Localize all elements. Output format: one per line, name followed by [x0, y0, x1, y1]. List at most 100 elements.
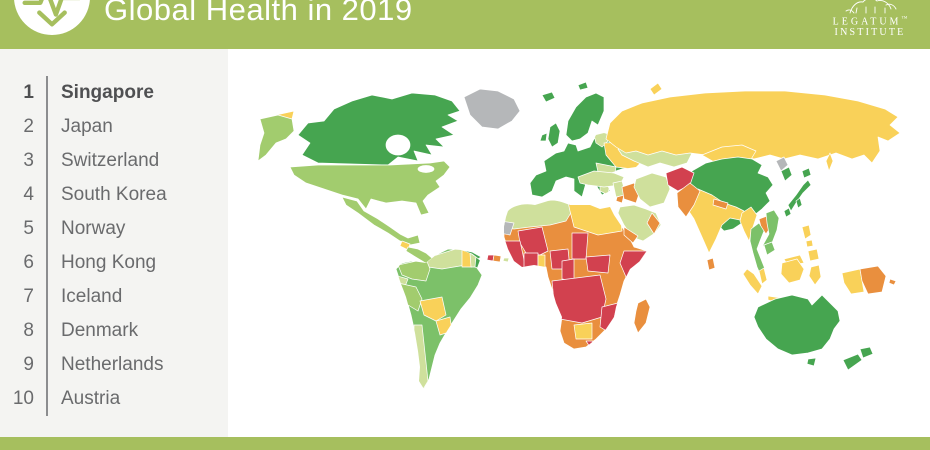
- health-pulse-shield-icon: [13, 0, 91, 36]
- ranking-row: 3 Switzerland: [0, 144, 228, 178]
- region-japan-kyushu: [783, 207, 792, 218]
- region-new-zealand-north: [859, 346, 874, 359]
- country-name: Austria: [46, 382, 228, 416]
- region-thailand: [749, 222, 766, 277]
- region-new-zealand-south: [842, 353, 863, 371]
- region-canada: [297, 92, 461, 166]
- region-cambodia: [763, 241, 776, 256]
- region-chad: [571, 232, 589, 260]
- region-sumatra: [742, 268, 763, 295]
- region-cote-divoire: [523, 252, 539, 272]
- rank-number: 5: [23, 218, 34, 239]
- region-luzon: [801, 224, 812, 240]
- country-name: Norway: [46, 212, 228, 246]
- rank-number: 6: [23, 252, 34, 273]
- ranking-row: 1 Singapore: [0, 76, 228, 110]
- region-papua-new-guinea: [859, 265, 887, 295]
- region-iceland: [541, 91, 556, 103]
- region-bolivia: [419, 296, 447, 322]
- region-russia: [605, 90, 901, 164]
- rank-number: 2: [23, 116, 34, 137]
- region-south-korea: [780, 166, 793, 182]
- ranking-row: 9 Netherlands: [0, 348, 228, 382]
- lion-crest-icon: [845, 0, 897, 14]
- region-visayas: [805, 239, 814, 248]
- region-india: [681, 188, 745, 254]
- rank-number: 3: [23, 150, 34, 171]
- region-french-guiana: [474, 256, 482, 270]
- country-name: Singapore: [46, 76, 228, 110]
- hudson-bay: [385, 134, 411, 156]
- region-madagascar: [633, 298, 651, 334]
- region-philippines: [801, 224, 820, 262]
- region-alaska: [257, 114, 295, 162]
- region-somalia: [619, 250, 647, 278]
- region-mozambique: [599, 302, 619, 334]
- region-australia: [753, 294, 841, 356]
- region-jordan: [615, 194, 625, 204]
- region-yemen: [623, 226, 639, 244]
- region-cameroon: [561, 258, 575, 282]
- world-choropleth-map: [257, 81, 901, 390]
- ranking-row: 2 Japan: [0, 110, 228, 144]
- ranking-row: 7 Iceland: [0, 280, 228, 314]
- region-nepal: [712, 198, 729, 210]
- region-kalimantan: [780, 258, 805, 284]
- country-name: Japan: [46, 110, 228, 144]
- region-iran: [633, 172, 671, 208]
- ranking-row: 5 Norway: [0, 212, 228, 246]
- footer-bar: [0, 437, 930, 450]
- rank-number: 10: [12, 388, 34, 409]
- region-sri-lanka: [706, 257, 716, 271]
- rank-number: 4: [23, 184, 34, 205]
- region-japan-honshu: [787, 179, 812, 212]
- region-japan: [783, 167, 812, 218]
- rank-number: 1: [23, 82, 34, 103]
- region-mindanao: [807, 248, 820, 262]
- rank-number: 9: [23, 354, 34, 375]
- region-novaya-zemlya: [649, 82, 663, 96]
- region-western-sahara: [504, 220, 515, 236]
- ranking-row: 8 Denmark: [0, 314, 228, 348]
- region-ghana: [537, 254, 546, 272]
- country-name: Iceland: [46, 280, 228, 314]
- legatum-logo: LEGATUM™ INSTITUTE: [824, 0, 916, 39]
- institute-wordmark: INSTITUTE: [834, 27, 906, 39]
- header: Global Health in 2019 LEGATUM™ INSTITUTE: [0, 0, 930, 49]
- ranking-row: 10 Austria: [0, 382, 228, 416]
- ranking-row: 4 South Korea: [0, 178, 228, 212]
- region-oman: [646, 212, 661, 235]
- page-title: Global Health in 2019: [104, 0, 413, 27]
- region-scandinavia: [565, 92, 605, 142]
- country-name: Netherlands: [46, 348, 228, 382]
- country-name: Denmark: [46, 314, 228, 348]
- region-greenland: [463, 88, 521, 130]
- region-japan-hokkaido: [801, 167, 812, 179]
- region-tasmania: [806, 357, 817, 367]
- region-ireland: [539, 132, 548, 142]
- region-sakhalin: [825, 152, 834, 172]
- region-sulawesi: [808, 264, 822, 286]
- region-usa: [289, 160, 451, 216]
- region-svalbard: [577, 81, 589, 91]
- legatum-wordmark: LEGATUM™: [832, 16, 908, 28]
- country-name: Hong Kong: [46, 246, 228, 280]
- region-new-britain: [888, 278, 897, 286]
- country-name: South Korea: [46, 178, 228, 212]
- region-west-papua: [841, 268, 865, 295]
- rank-number: 7: [23, 286, 34, 307]
- region-botswana: [573, 322, 593, 340]
- region-pakistan: [676, 182, 701, 218]
- region-mexico: [341, 196, 421, 246]
- ranking-list: 1 Singapore 2 Japan 3 Switzerland 4 South Ko…: [0, 76, 228, 416]
- region-north-korea: [775, 156, 789, 172]
- region-malaysia-peninsula: [758, 267, 768, 285]
- region-puerto-rico: [502, 257, 510, 263]
- region-congo-angola-zambia: [551, 274, 607, 324]
- region-dominican-republic: [492, 254, 502, 263]
- great-lakes: [417, 165, 435, 173]
- country-name: Switzerland: [46, 144, 228, 178]
- region-taiwan: [795, 197, 803, 209]
- top10-ranking-panel: 1 Singapore 2 Japan 3 Switzerland 4 South Ko…: [0, 49, 228, 438]
